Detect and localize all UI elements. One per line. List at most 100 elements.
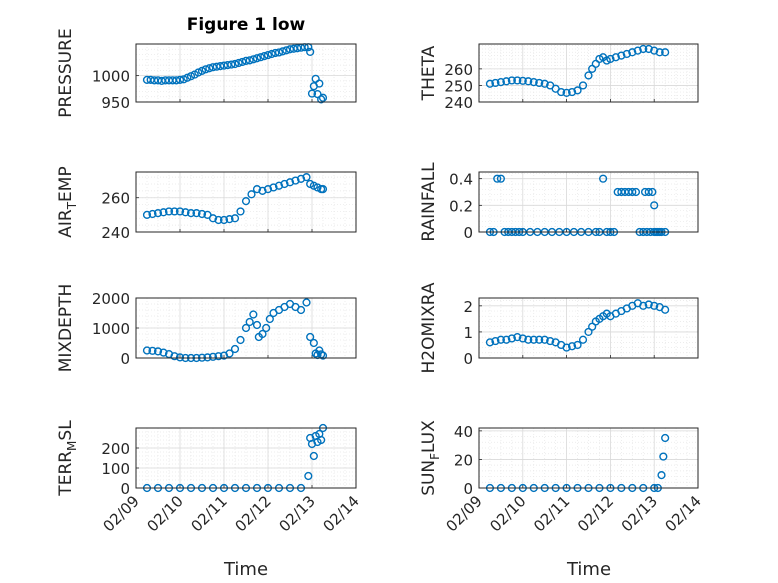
data-point (142, 210, 152, 219)
data-point (496, 78, 506, 87)
data-point (318, 185, 328, 194)
data-point (265, 314, 274, 324)
data-point (507, 76, 516, 85)
data-point (236, 335, 245, 345)
data-point (535, 335, 544, 344)
data-point (315, 79, 324, 88)
data-point (256, 53, 265, 62)
data-point (263, 185, 273, 194)
data-point (628, 48, 637, 57)
y-tick-label: 260 (101, 190, 130, 208)
data-point (306, 47, 315, 57)
data-point (278, 47, 287, 56)
data-point (567, 87, 577, 97)
data-point (238, 57, 247, 67)
data-point (633, 46, 642, 55)
data-point (496, 335, 506, 344)
y-tick-label: 1000 (92, 320, 130, 338)
y-tick-label: 200 (101, 440, 130, 458)
data-point (159, 348, 168, 357)
data-point (263, 50, 273, 60)
data-point (236, 207, 245, 216)
data-point (540, 79, 549, 88)
data-point (562, 88, 571, 97)
x-tick-label: 02/12 (574, 492, 617, 535)
data-point (260, 52, 269, 61)
data-point (518, 334, 527, 343)
data-point (611, 53, 620, 62)
axes-box (478, 171, 699, 233)
x-tick-label: 02/12 (232, 492, 275, 535)
data-point (309, 338, 318, 348)
data-point (657, 471, 666, 480)
data-point (309, 451, 318, 461)
data-point (485, 338, 495, 347)
y-tick-label: 100 (101, 460, 130, 478)
data-point (201, 65, 210, 74)
subplot-terr-msl: 0 100 200 TERRMSL 02/09 02/10 02/11 02/12 02/13 0… (56, 420, 363, 536)
data-point (148, 346, 157, 355)
data-point (557, 87, 566, 97)
data-point (296, 305, 306, 315)
data-point (535, 78, 544, 88)
data-point (203, 353, 212, 362)
y-tick-label: 0 (120, 480, 130, 498)
data-point (225, 349, 234, 358)
data-point (317, 435, 326, 445)
data-point (529, 78, 538, 87)
data-point (230, 344, 240, 354)
data-point (258, 329, 267, 339)
data-point (219, 215, 229, 225)
data-point (208, 352, 218, 361)
subplot-h2omixra: 0 1 2 H2OMIXRA (419, 282, 699, 374)
data-point (271, 48, 280, 58)
plot-area (479, 44, 698, 102)
data-point (513, 333, 522, 342)
data-point (573, 86, 582, 95)
data-point (598, 174, 608, 183)
x-tick-label: 02/13 (618, 492, 661, 535)
data-point (546, 336, 555, 346)
data-point (578, 335, 588, 344)
x-tick-label: 02/13 (276, 492, 319, 535)
data-point (302, 298, 311, 307)
data-point (661, 433, 670, 443)
data-point (252, 54, 262, 63)
data-point (307, 89, 317, 98)
data-point (197, 209, 207, 219)
data-point (142, 346, 152, 355)
data-point (175, 207, 185, 216)
data-point (153, 209, 163, 218)
y-axis-label: PRESSURE (56, 28, 76, 117)
data-point (644, 44, 653, 54)
data-point (170, 207, 179, 216)
data-point (573, 340, 582, 350)
data-point (159, 208, 168, 217)
data-point (628, 187, 637, 197)
data-point (491, 78, 500, 88)
y-tick-label: 1000 (92, 68, 130, 86)
data-point (258, 186, 267, 195)
axes-box (478, 43, 699, 103)
y-axis-label: THETA (419, 45, 439, 101)
plot-area (136, 44, 356, 102)
data-point (234, 58, 243, 68)
data-point (606, 54, 615, 64)
data-point (153, 347, 163, 356)
y-tick-label: 0 (463, 350, 473, 368)
data-point (241, 197, 251, 206)
y-axis-label: TERRMSL (56, 420, 79, 497)
data-point (175, 353, 185, 362)
data-point (313, 89, 322, 99)
data-point (252, 320, 262, 330)
data-point (245, 317, 254, 327)
data-point (269, 183, 278, 192)
data-point (562, 343, 571, 352)
data-point (267, 49, 276, 59)
data-point (317, 95, 326, 104)
data-point (245, 56, 254, 65)
x-tick-label: 02/11 (188, 492, 231, 535)
data-point (249, 55, 258, 64)
